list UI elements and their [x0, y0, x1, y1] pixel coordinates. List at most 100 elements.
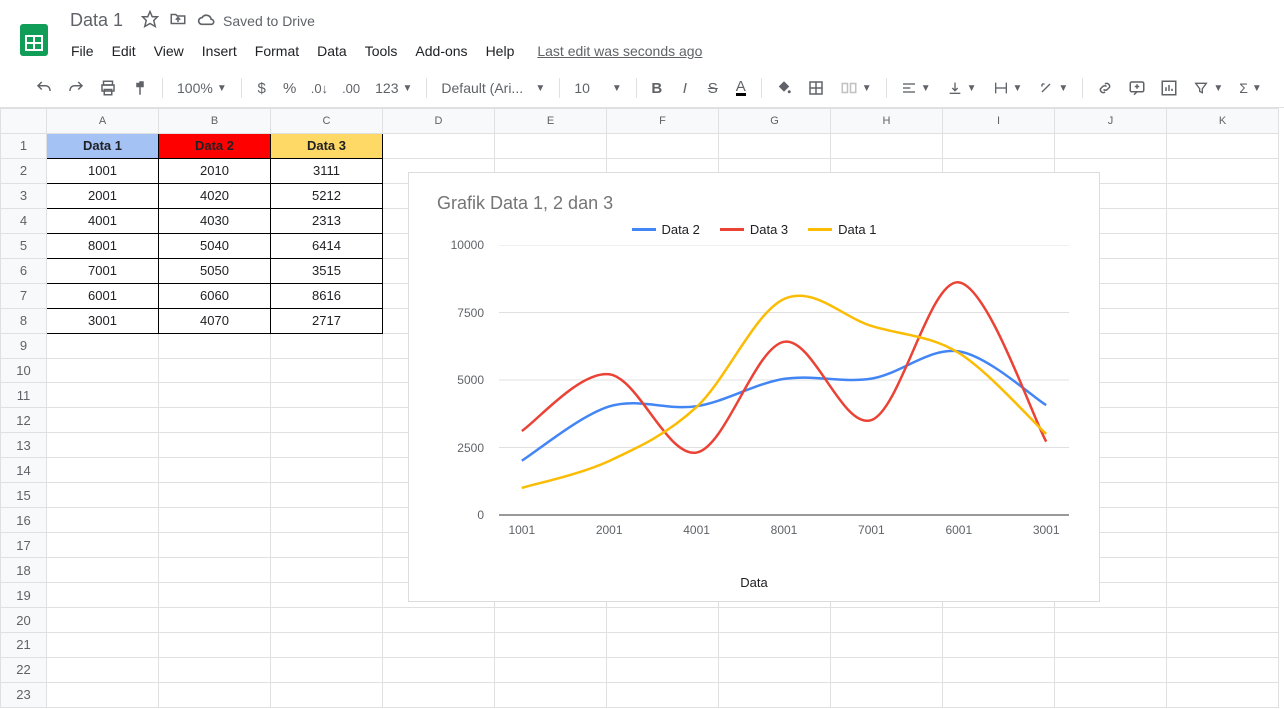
insert-chart-button[interactable]: [1155, 75, 1183, 101]
decrease-decimal-button[interactable]: .0↓: [306, 75, 333, 101]
cell[interactable]: [47, 657, 159, 682]
cell[interactable]: [607, 682, 719, 707]
cell[interactable]: [47, 508, 159, 533]
cell[interactable]: [495, 657, 607, 682]
cell[interactable]: [831, 133, 943, 158]
cell[interactable]: 2717: [271, 308, 383, 333]
cell[interactable]: [159, 408, 271, 433]
row-header-17[interactable]: 17: [1, 533, 47, 558]
cell[interactable]: [1167, 458, 1279, 483]
cell[interactable]: [271, 333, 383, 358]
row-header-14[interactable]: 14: [1, 458, 47, 483]
menu-help[interactable]: Help: [479, 39, 522, 63]
cell[interactable]: [159, 433, 271, 458]
menu-insert[interactable]: Insert: [195, 39, 244, 63]
row-header-1[interactable]: 1: [1, 133, 47, 158]
embedded-chart[interactable]: Grafik Data 1, 2 dan 3 Data 2Data 3Data …: [408, 172, 1100, 602]
cell[interactable]: [47, 383, 159, 408]
cell[interactable]: [1167, 308, 1279, 333]
cell[interactable]: [159, 508, 271, 533]
cell[interactable]: [159, 558, 271, 583]
cell[interactable]: [271, 408, 383, 433]
menu-data[interactable]: Data: [310, 39, 354, 63]
cell[interactable]: [271, 383, 383, 408]
undo-button[interactable]: [30, 75, 58, 101]
cell[interactable]: [383, 633, 495, 658]
zoom-select[interactable]: 100%▼: [171, 76, 233, 100]
cell[interactable]: Data 2: [159, 133, 271, 158]
cell[interactable]: [1055, 133, 1167, 158]
column-header-B[interactable]: B: [159, 109, 271, 134]
cell[interactable]: [943, 633, 1055, 658]
cell[interactable]: [1055, 633, 1167, 658]
cell[interactable]: [271, 533, 383, 558]
star-icon[interactable]: [141, 10, 159, 31]
cell[interactable]: 4001: [47, 208, 159, 233]
cell[interactable]: [1167, 258, 1279, 283]
cell[interactable]: 7001: [47, 258, 159, 283]
cell[interactable]: [1167, 633, 1279, 658]
text-rotation-button[interactable]: ▼: [1032, 76, 1074, 100]
cell[interactable]: [1167, 533, 1279, 558]
cell[interactable]: [831, 608, 943, 633]
row-header-3[interactable]: 3: [1, 183, 47, 208]
percent-button[interactable]: %: [278, 75, 302, 101]
cell[interactable]: [1167, 208, 1279, 233]
row-header-9[interactable]: 9: [1, 333, 47, 358]
cell[interactable]: [271, 458, 383, 483]
row-header-2[interactable]: 2: [1, 158, 47, 183]
menu-format[interactable]: Format: [248, 39, 306, 63]
print-button[interactable]: [94, 75, 122, 101]
cell[interactable]: [495, 682, 607, 707]
number-format-select[interactable]: 123▼: [369, 76, 418, 100]
cell[interactable]: 4020: [159, 183, 271, 208]
cell[interactable]: 6060: [159, 283, 271, 308]
cell[interactable]: [943, 682, 1055, 707]
cell[interactable]: [159, 682, 271, 707]
cell[interactable]: [1167, 583, 1279, 608]
cell[interactable]: [719, 657, 831, 682]
cell[interactable]: [1167, 333, 1279, 358]
cell[interactable]: [159, 633, 271, 658]
column-header-H[interactable]: H: [831, 109, 943, 134]
cell[interactable]: [607, 133, 719, 158]
functions-button[interactable]: Σ▼: [1233, 76, 1268, 100]
cell[interactable]: [1167, 358, 1279, 383]
cell[interactable]: [271, 608, 383, 633]
cell[interactable]: [271, 508, 383, 533]
cell[interactable]: [1167, 283, 1279, 308]
cell[interactable]: 6001: [47, 283, 159, 308]
row-header-4[interactable]: 4: [1, 208, 47, 233]
row-header-8[interactable]: 8: [1, 308, 47, 333]
cell[interactable]: [719, 133, 831, 158]
cell[interactable]: [607, 633, 719, 658]
text-color-button[interactable]: A: [729, 75, 753, 101]
cell[interactable]: [383, 657, 495, 682]
text-wrap-button[interactable]: ▼: [987, 76, 1029, 100]
sheets-logo-icon[interactable]: [14, 20, 54, 60]
cell[interactable]: [719, 633, 831, 658]
insert-link-button[interactable]: [1091, 75, 1119, 101]
cloud-saved-icon[interactable]: Saved to Drive: [197, 11, 315, 31]
column-header-C[interactable]: C: [271, 109, 383, 134]
cell[interactable]: [271, 433, 383, 458]
move-folder-icon[interactable]: [169, 10, 187, 31]
menu-add-ons[interactable]: Add-ons: [408, 39, 474, 63]
cell[interactable]: [1167, 183, 1279, 208]
cell[interactable]: [1167, 133, 1279, 158]
cell[interactable]: [1055, 682, 1167, 707]
cell[interactable]: [271, 682, 383, 707]
cell[interactable]: [47, 458, 159, 483]
row-header-5[interactable]: 5: [1, 233, 47, 258]
cell[interactable]: [831, 657, 943, 682]
cell[interactable]: 3111: [271, 158, 383, 183]
cell[interactable]: [47, 358, 159, 383]
cell[interactable]: [719, 682, 831, 707]
cell[interactable]: [495, 633, 607, 658]
cell[interactable]: [1167, 657, 1279, 682]
row-header-16[interactable]: 16: [1, 508, 47, 533]
cell[interactable]: [607, 608, 719, 633]
cell[interactable]: 3515: [271, 258, 383, 283]
row-header-12[interactable]: 12: [1, 408, 47, 433]
cell[interactable]: [1167, 383, 1279, 408]
